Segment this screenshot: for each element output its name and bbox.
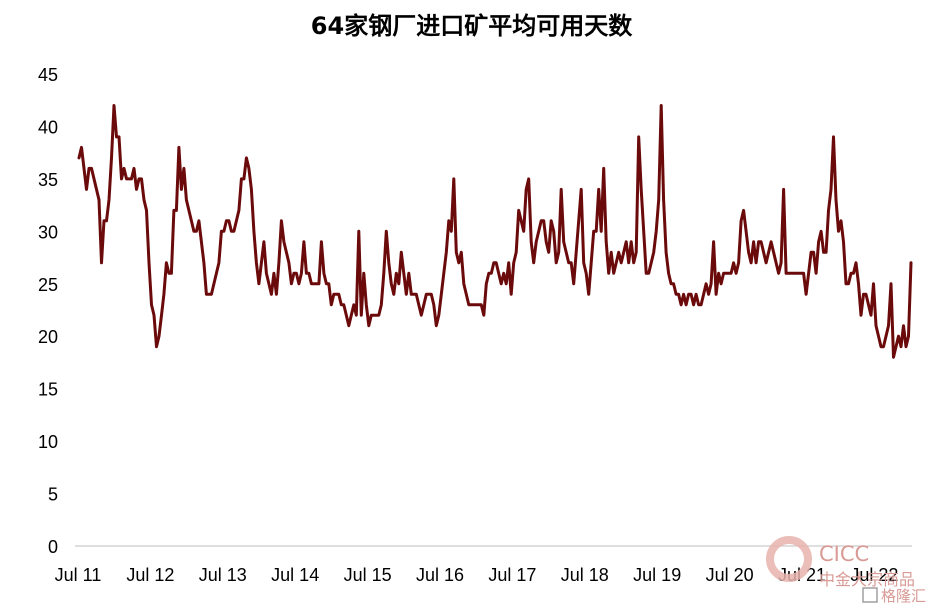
y-tick-label: 45	[38, 65, 58, 85]
y-tick-label: 10	[38, 432, 58, 452]
x-tick-label: Jul 11	[55, 565, 102, 585]
watermark-ring-icon	[766, 536, 812, 582]
x-tick-label: Jul 22	[850, 565, 898, 585]
y-tick-label: 35	[38, 170, 58, 190]
x-tick-label: Jul 12	[126, 565, 174, 585]
x-tick-label: Jul 18	[561, 565, 609, 585]
watermark-logo: CICC 中金大宗商品 格隆汇	[766, 536, 926, 605]
y-tick-label: 15	[38, 380, 58, 400]
x-tick-label: Jul 14	[271, 565, 319, 585]
series-line	[77, 104, 913, 359]
y-tick-label: 5	[48, 485, 58, 505]
watermark-brand: CICC	[819, 542, 869, 566]
y-tick-label: 25	[38, 275, 58, 295]
series-group	[77, 104, 913, 359]
chart-title: 64家钢厂进口矿平均可用天数	[310, 12, 633, 40]
y-axis-ticks: 0 5 10 15 20 25 30 35 40 45	[38, 65, 58, 557]
y-tick-label: 0	[48, 537, 58, 557]
x-tick-label: Jul 19	[633, 565, 681, 585]
watermark-g-icon	[862, 587, 878, 603]
watermark-line2: 格隆汇	[881, 587, 926, 605]
y-tick-label: 40	[38, 117, 58, 137]
watermark-line1: 中金大宗商品	[819, 570, 915, 589]
x-tick-label: Jul 17	[488, 565, 536, 585]
x-tick-label: Jul 13	[199, 565, 247, 585]
y-tick-label: 30	[38, 222, 58, 242]
x-tick-label: Jul 20	[706, 565, 754, 585]
x-tick-label: Jul 16	[416, 565, 464, 585]
x-axis-ticks: Jul 11 Jul 12 Jul 13 Jul 14 Jul 15 Jul 16 Jul …	[55, 565, 899, 585]
x-tick-label: Jul 15	[344, 565, 392, 585]
y-tick-label: 20	[38, 327, 58, 347]
